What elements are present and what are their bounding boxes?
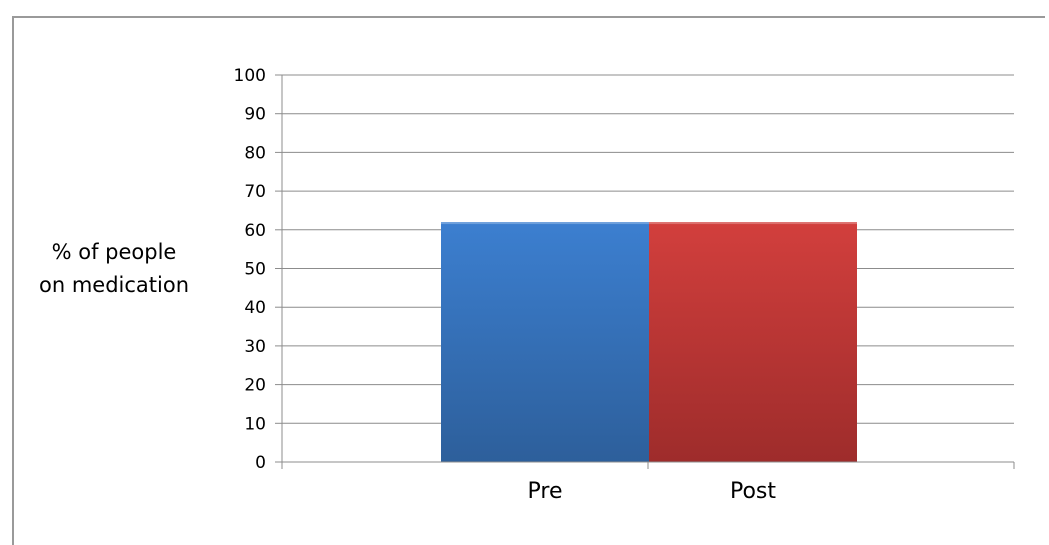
bar-post-highlight: [649, 222, 857, 225]
bar-pre-highlight: [441, 222, 649, 225]
bar-post: [649, 222, 857, 462]
y-tick-label: 50: [244, 260, 266, 280]
y-tick-label: 60: [244, 221, 266, 241]
y-tick-label: 70: [244, 182, 266, 202]
y-axis-title-line-1: % of people: [51, 240, 177, 264]
y-tick-label: 30: [244, 337, 266, 357]
bars: [441, 222, 857, 462]
y-tick-label: 10: [244, 414, 266, 434]
x-label-post: Post: [730, 479, 776, 504]
y-tick-label: 80: [244, 143, 266, 163]
y-tick-label: 20: [244, 376, 266, 396]
bar-pre: [441, 222, 649, 462]
x-label-pre: Pre: [528, 479, 563, 504]
y-tick-label: 100: [234, 66, 266, 86]
y-tick-labels: 0 10 20 30 40 50 60 70 80 90 100: [234, 66, 266, 473]
y-axis-title: % of people on medication: [14, 236, 214, 302]
axes: [281, 75, 1015, 469]
y-tick-label: 40: [244, 298, 266, 318]
y-tick-label: 0: [255, 453, 266, 473]
chart-frame: [12, 16, 1045, 545]
y-axis-title-line-2: on medication: [38, 273, 189, 297]
y-tick-label: 90: [244, 105, 266, 125]
x-category-labels: Pre Post: [528, 479, 777, 504]
